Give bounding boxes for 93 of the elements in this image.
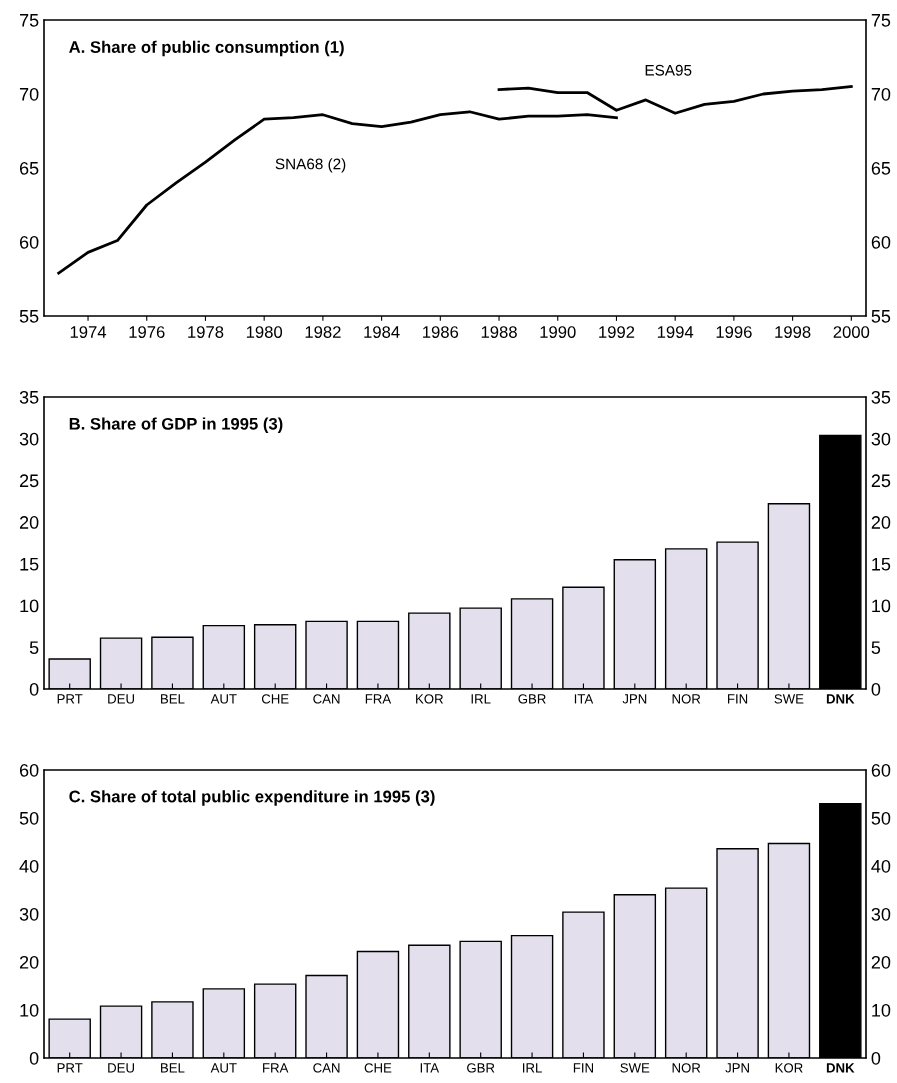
y-tick-label: 60 (19, 235, 39, 249)
y2-tick-label: 10 (872, 1003, 891, 1017)
x-tick-label: 1996 (716, 326, 752, 338)
line-series (497, 85, 853, 115)
x-tick-label: 1992 (599, 326, 635, 338)
x-tick-label: PRT (57, 1063, 83, 1073)
x-tick-label: JPN (622, 694, 647, 704)
x-tick-label: CHE (364, 1063, 392, 1073)
y2-tick-label: 35 (871, 390, 891, 404)
y2-tick-label: 0 (871, 682, 881, 696)
y-tick-label: 55 (19, 310, 39, 323)
y-tick-label: 40 (19, 859, 39, 873)
x-tick-label: AUT (210, 1063, 237, 1073)
x-tick-label: GBR (518, 694, 546, 704)
x-tick-label: DNK (826, 1063, 855, 1073)
text: SNA68 (2) (275, 158, 346, 173)
x-tick-label: FRA (263, 1063, 289, 1073)
text: C. Share of total public expenditure in 1995 (3) (69, 790, 435, 806)
x-tick-label: NOR (672, 1063, 701, 1073)
y-tick-label: 15 (20, 557, 39, 571)
x-tick-label: JPN (725, 1063, 749, 1073)
x-tick-label: FIN (728, 694, 748, 704)
y2-tick-label: 70 (871, 87, 891, 101)
x-tick-label: 1994 (657, 326, 694, 338)
text: B. Share of GDP in 1995 (3) (69, 417, 283, 433)
y2-tick-label: 30 (871, 907, 891, 921)
x-tick-label: 1980 (246, 326, 283, 338)
y-tick-label: 30 (19, 907, 39, 921)
y2-tick-label: 75 (871, 14, 891, 27)
x-tick-label: CHE (261, 694, 289, 704)
x-tick-label: PRT (57, 694, 83, 704)
x-tick-label: 1984 (364, 326, 400, 338)
x-tick-label: GBR (467, 1063, 495, 1073)
x-tick-label: ITA (420, 1063, 440, 1073)
y2-tick-label: 50 (871, 811, 891, 825)
y-tick-label: 30 (19, 432, 39, 446)
y-tick-label: 70 (19, 87, 39, 101)
x-tick-label: 1982 (305, 326, 341, 338)
x-tick-label: DNK (826, 694, 855, 704)
y2-tick-label: 40 (871, 859, 891, 873)
y-tick-label: 20 (19, 955, 39, 969)
y-tick-label: 10 (20, 1003, 39, 1017)
x-tick-label: FIN (573, 1063, 593, 1073)
x-tick-label: ITA (574, 694, 594, 704)
y2-tick-label: 55 (871, 310, 891, 323)
y2-tick-label: 60 (871, 763, 891, 777)
y2-tick-label: 60 (871, 235, 891, 249)
x-tick-label: 1998 (775, 326, 811, 338)
y-tick-label: 25 (19, 474, 39, 488)
x-tick-label: FRA (365, 694, 392, 704)
y-tick-label: 20 (19, 516, 39, 529)
y2-tick-label: 25 (871, 474, 891, 488)
y-tick-label: 10 (20, 599, 39, 613)
y-tick-label: 35 (19, 390, 39, 404)
x-tick-label: 1978 (188, 326, 224, 338)
x-tick-label: BEL (161, 694, 185, 704)
y2-tick-label: 10 (872, 599, 891, 613)
y2-tick-label: 20 (871, 516, 891, 529)
x-tick-label: AUT (210, 694, 237, 704)
x-tick-label: DEU (108, 694, 134, 704)
y2-tick-label: 15 (872, 557, 891, 571)
x-tick-label: 1988 (481, 326, 517, 338)
y-tick-label: 0 (29, 1051, 39, 1065)
y-tick-label: 5 (29, 641, 39, 655)
x-tick-label: KOR (416, 694, 443, 704)
x-tick-label: DEU (108, 1063, 134, 1073)
x-tick-label: CAN (313, 1063, 340, 1073)
y2-tick-label: 20 (871, 955, 891, 969)
x-tick-label: 1986 (423, 326, 459, 338)
x-tick-label: IRL (471, 694, 491, 704)
x-tick-label: SWE (620, 1063, 650, 1073)
x-tick-label: BEL (161, 1063, 185, 1073)
series-label: ESA95 (645, 64, 692, 76)
y2-tick-label: 5 (871, 641, 881, 655)
y2-tick-label: 65 (871, 161, 891, 175)
x-tick-label: 1990 (540, 326, 576, 338)
x-tick-label: KOR (775, 1063, 803, 1073)
x-tick-label: SWE (774, 694, 804, 704)
line-series (57, 110, 618, 275)
x-tick-label: IRL (523, 1063, 542, 1073)
y-tick-label: 75 (19, 14, 39, 27)
y2-tick-label: 30 (871, 432, 891, 446)
y2-tick-label: 0 (871, 1051, 881, 1065)
y-tick-label: 50 (19, 811, 39, 825)
y-tick-label: 60 (19, 763, 39, 777)
x-tick-label: 1976 (129, 326, 165, 338)
x-tick-label: 2000 (833, 326, 870, 338)
x-tick-label: CAN (313, 694, 340, 704)
text: A. Share of public consumption (1) (69, 40, 344, 57)
y-tick-label: 0 (29, 682, 39, 696)
y-tick-label: 65 (19, 161, 39, 175)
x-tick-label: 1974 (70, 326, 107, 338)
x-tick-label: NOR (672, 694, 701, 704)
